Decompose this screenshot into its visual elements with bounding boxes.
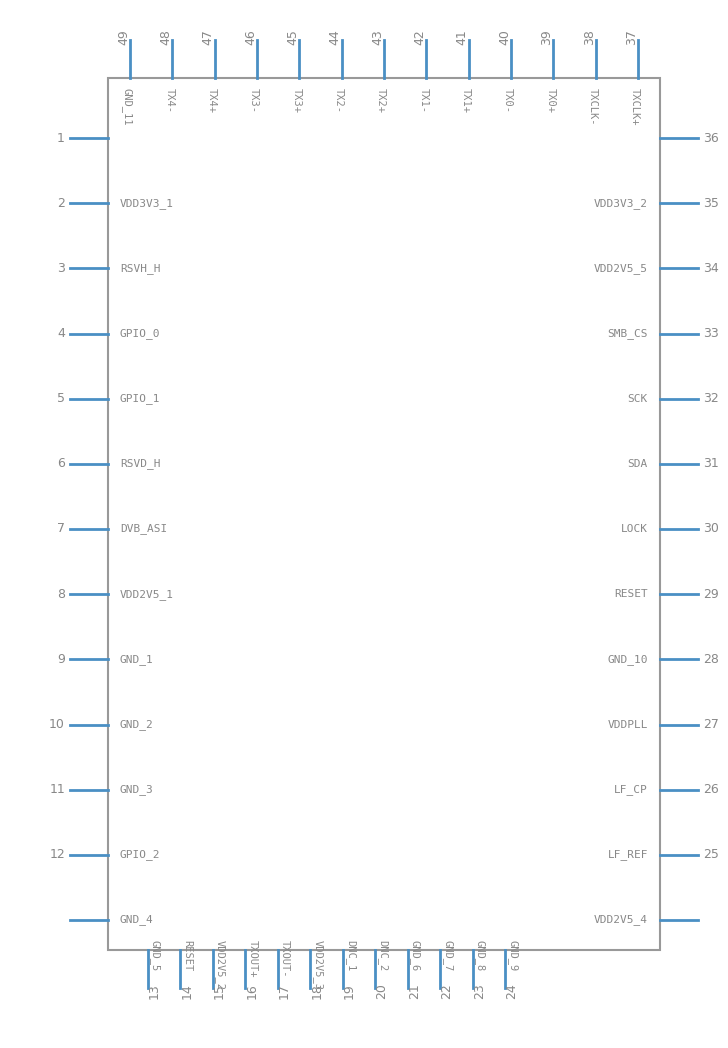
Text: GND_9: GND_9: [507, 940, 518, 971]
Text: 27: 27: [703, 718, 719, 732]
Text: 15: 15: [213, 983, 226, 999]
Text: 47: 47: [202, 29, 215, 45]
Text: TXCLK-: TXCLK-: [587, 88, 598, 126]
Text: 25: 25: [703, 848, 719, 861]
Text: TX4-: TX4-: [165, 88, 174, 113]
Text: TX0+: TX0+: [545, 88, 555, 113]
Text: 41: 41: [456, 29, 469, 45]
Text: 40: 40: [498, 29, 511, 45]
Text: VDD2V5_2: VDD2V5_2: [215, 940, 226, 990]
Text: VDD3V3_1: VDD3V3_1: [120, 198, 174, 209]
Text: 8: 8: [57, 588, 65, 601]
Text: GND_7: GND_7: [443, 940, 454, 971]
Text: 30: 30: [703, 523, 719, 536]
Text: 21: 21: [408, 983, 421, 999]
Text: 10: 10: [49, 718, 65, 732]
Text: LOCK: LOCK: [621, 524, 648, 534]
Text: DVB_ASI: DVB_ASI: [120, 524, 167, 534]
Text: 43: 43: [371, 29, 384, 45]
Text: GND_11: GND_11: [121, 88, 132, 126]
Text: 1: 1: [57, 131, 65, 145]
Text: 17: 17: [278, 983, 291, 999]
Text: GND_8: GND_8: [475, 940, 486, 971]
Text: VDDPLL: VDDPLL: [607, 720, 648, 729]
Text: 7: 7: [57, 523, 65, 536]
Text: GND_4: GND_4: [120, 915, 154, 925]
Text: SCK: SCK: [628, 394, 648, 403]
Text: 48: 48: [159, 29, 173, 45]
Text: 13: 13: [148, 983, 161, 999]
Text: 39: 39: [540, 29, 553, 45]
Text: GPIO_1: GPIO_1: [120, 393, 160, 405]
Text: 46: 46: [244, 29, 257, 45]
Text: LF_CP: LF_CP: [614, 784, 648, 795]
Text: 44: 44: [328, 29, 341, 45]
Text: TXOUT+: TXOUT+: [248, 940, 258, 978]
Text: 32: 32: [703, 392, 719, 406]
Text: GPIO_2: GPIO_2: [120, 849, 160, 860]
Text: 5: 5: [57, 392, 65, 406]
Text: DNC_1: DNC_1: [345, 940, 356, 971]
Text: VDD3V3_2: VDD3V3_2: [594, 198, 648, 209]
Text: VDD2V5_1: VDD2V5_1: [120, 589, 174, 599]
Text: 19: 19: [343, 983, 356, 999]
Text: TX1-: TX1-: [419, 88, 428, 113]
Text: 14: 14: [181, 983, 194, 999]
Text: TX2-: TX2-: [333, 88, 344, 113]
Text: 33: 33: [703, 327, 719, 340]
Text: GND_5: GND_5: [150, 940, 161, 971]
Text: 4: 4: [57, 327, 65, 340]
Text: 35: 35: [703, 197, 719, 210]
Text: 24: 24: [505, 983, 518, 999]
Text: RSVH_H: RSVH_H: [120, 263, 160, 274]
Text: 31: 31: [703, 457, 719, 471]
Text: 22: 22: [440, 983, 454, 999]
Text: TX3-: TX3-: [249, 88, 259, 113]
Text: VDD2V5_5: VDD2V5_5: [594, 263, 648, 274]
Text: 3: 3: [57, 262, 65, 275]
Text: 49: 49: [117, 29, 130, 45]
Text: GPIO_0: GPIO_0: [120, 328, 160, 339]
Bar: [108, 78, 660, 949]
Text: 12: 12: [50, 848, 65, 861]
Text: 18: 18: [310, 983, 323, 999]
Text: 29: 29: [703, 588, 719, 601]
Text: TXOUT-: TXOUT-: [280, 940, 290, 978]
Text: RESET: RESET: [614, 589, 648, 599]
Text: 16: 16: [245, 983, 258, 999]
Text: VDD2V5_3: VDD2V5_3: [312, 940, 323, 990]
Text: 38: 38: [582, 29, 596, 45]
Text: SDA: SDA: [628, 459, 648, 468]
Text: 28: 28: [703, 653, 719, 665]
Text: TX2+: TX2+: [376, 88, 386, 113]
Text: 6: 6: [57, 457, 65, 471]
Text: 23: 23: [473, 983, 486, 999]
Text: LF_REF: LF_REF: [607, 849, 648, 860]
Text: TX0-: TX0-: [503, 88, 513, 113]
Text: 9: 9: [57, 653, 65, 665]
Text: VDD2V5_4: VDD2V5_4: [594, 915, 648, 925]
Text: 36: 36: [703, 131, 719, 145]
Text: SMB_CS: SMB_CS: [607, 328, 648, 339]
Text: GND_1: GND_1: [120, 654, 154, 664]
Text: 34: 34: [703, 262, 719, 275]
Text: 11: 11: [50, 783, 65, 796]
Text: 20: 20: [376, 983, 389, 999]
Text: GND_2: GND_2: [120, 719, 154, 730]
Text: GND_3: GND_3: [120, 784, 154, 795]
Text: DNC_2: DNC_2: [377, 940, 388, 971]
Text: TX3+: TX3+: [291, 88, 301, 113]
Text: 45: 45: [286, 29, 299, 45]
Text: 2: 2: [57, 197, 65, 210]
Text: GND_10: GND_10: [607, 654, 648, 664]
Text: GND_6: GND_6: [410, 940, 421, 971]
Text: 37: 37: [625, 29, 638, 45]
Text: TXCLK+: TXCLK+: [630, 88, 640, 126]
Text: RESET: RESET: [183, 940, 192, 971]
Text: 42: 42: [414, 29, 427, 45]
Text: TX1+: TX1+: [461, 88, 471, 113]
Text: 26: 26: [703, 783, 719, 796]
Text: RSVD_H: RSVD_H: [120, 458, 160, 470]
Text: TX4+: TX4+: [207, 88, 217, 113]
